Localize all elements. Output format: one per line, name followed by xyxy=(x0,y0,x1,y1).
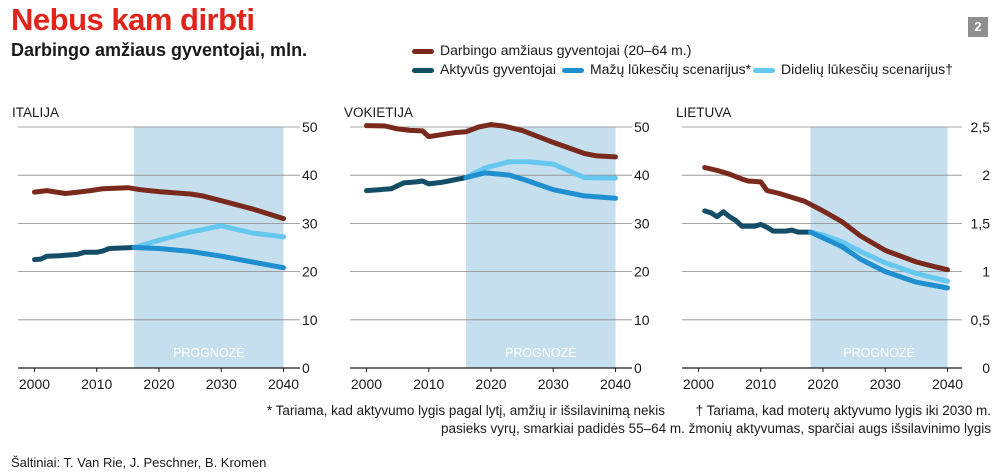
y-tick-label: 40 xyxy=(302,167,318,183)
y-tick-label: 0 xyxy=(982,360,990,376)
y-tick-label: 0,5 xyxy=(971,312,991,328)
series-line-working-age xyxy=(364,122,618,160)
panel-title: ITALIJA xyxy=(12,105,59,120)
forecast-label: PROGNOZĖ xyxy=(173,346,245,360)
x-tick-label: 2000 xyxy=(683,376,714,392)
y-tick-label: 20 xyxy=(302,264,318,280)
x-tick-label: 2030 xyxy=(870,376,901,392)
series-line-low xyxy=(808,229,950,291)
x-tick-label: 2000 xyxy=(19,376,50,392)
y-tick-label: 50 xyxy=(634,119,650,135)
y-tick-label: 1,5 xyxy=(971,215,991,231)
legend-swatch-working-age xyxy=(412,48,434,54)
series-line-high xyxy=(808,229,950,284)
legend-label-working-age: Darbingo amžiaus gyventojai (20–64 m.) xyxy=(440,42,692,58)
y-tick-label: 0 xyxy=(634,360,642,376)
y-tick-label: 1 xyxy=(982,264,990,280)
legend-label-high: Didelių lūkesčių scenarijus† xyxy=(781,61,953,77)
forecast-label: PROGNOZĖ xyxy=(505,346,577,360)
x-tick-label: 2030 xyxy=(206,376,237,392)
y-tick-label: 2,5 xyxy=(971,119,991,135)
y-tick-label: 10 xyxy=(302,312,318,328)
x-tick-label: 2020 xyxy=(475,376,506,392)
x-tick-label: 2040 xyxy=(600,376,631,392)
series-line-active xyxy=(32,245,137,263)
figure-number-badge: 2 xyxy=(968,17,988,37)
x-tick-label: 2010 xyxy=(81,376,112,392)
y-tick-label: 10 xyxy=(634,312,650,328)
series-line-active xyxy=(364,175,469,194)
footnote-high-line1: † Tariama, kad moterų aktyvumo lygis iki… xyxy=(695,403,991,418)
y-tick-label: 50 xyxy=(302,119,318,135)
footnote-low-line2: pasieks vyrų, smarkiai padidės 55–64 m. … xyxy=(441,421,991,436)
series-line-active xyxy=(702,208,813,235)
x-tick-label: 2000 xyxy=(351,376,382,392)
panel-title: VOKIETIJA xyxy=(344,105,413,120)
series-line-low xyxy=(131,245,286,271)
x-tick-label: 2010 xyxy=(745,376,776,392)
legend-swatch-high xyxy=(753,67,775,73)
y-tick-label: 40 xyxy=(634,167,650,183)
panel-title: LIETUVA xyxy=(676,105,731,120)
legend-item-active: Aktyvūs gyventojai xyxy=(412,61,556,77)
legend-swatch-low xyxy=(562,67,584,73)
y-tick-label: 30 xyxy=(634,215,650,231)
x-tick-label: 2030 xyxy=(538,376,569,392)
footnote-low-line1: * Tariama, kad aktyvumo lygis pagal lytį… xyxy=(266,403,665,418)
x-tick-label: 2040 xyxy=(268,376,299,392)
legend-item-high: Didelių lūkesčių scenarijus† xyxy=(753,61,953,77)
legend-label-active: Aktyvūs gyventojai xyxy=(440,61,556,77)
y-tick-label: 30 xyxy=(302,215,318,231)
series-line-working-age xyxy=(32,185,286,222)
forecast-label: PROGNOZĖ xyxy=(843,346,915,360)
y-tick-label: 0 xyxy=(302,360,310,376)
x-tick-label: 2020 xyxy=(143,376,174,392)
series-line-working-age xyxy=(702,165,950,273)
page-title: Nebus kam dirbti xyxy=(11,2,255,37)
series-line-low xyxy=(463,170,618,201)
series-line-high xyxy=(463,159,618,181)
chart-panel-3: PROGNOZĖ 0 0,5 1 1,5 2 2,5 2000 2010 2020 2030 2040… xyxy=(676,105,990,392)
y-tick-label: 20 xyxy=(634,264,650,280)
source-note: Šaltiniai: T. Van Rie, J. Peschner, B. K… xyxy=(11,455,267,470)
series-line-high xyxy=(131,223,286,250)
x-tick-label: 2020 xyxy=(807,376,838,392)
y-tick-label: 2 xyxy=(982,167,990,183)
x-tick-label: 2010 xyxy=(413,376,444,392)
x-tick-label: 2040 xyxy=(932,376,963,392)
legend-swatch-active xyxy=(412,67,434,73)
legend-item-working-age: Darbingo amžiaus gyventojai (20–64 m.) xyxy=(412,42,691,58)
legend-label-low: Mažų lūkesčių scenarijus* xyxy=(590,61,752,77)
legend-item-low: Mažų lūkesčių scenarijus* xyxy=(562,61,751,77)
chart-subtitle: Darbingo amžiaus gyventojai, mln. xyxy=(11,40,308,60)
